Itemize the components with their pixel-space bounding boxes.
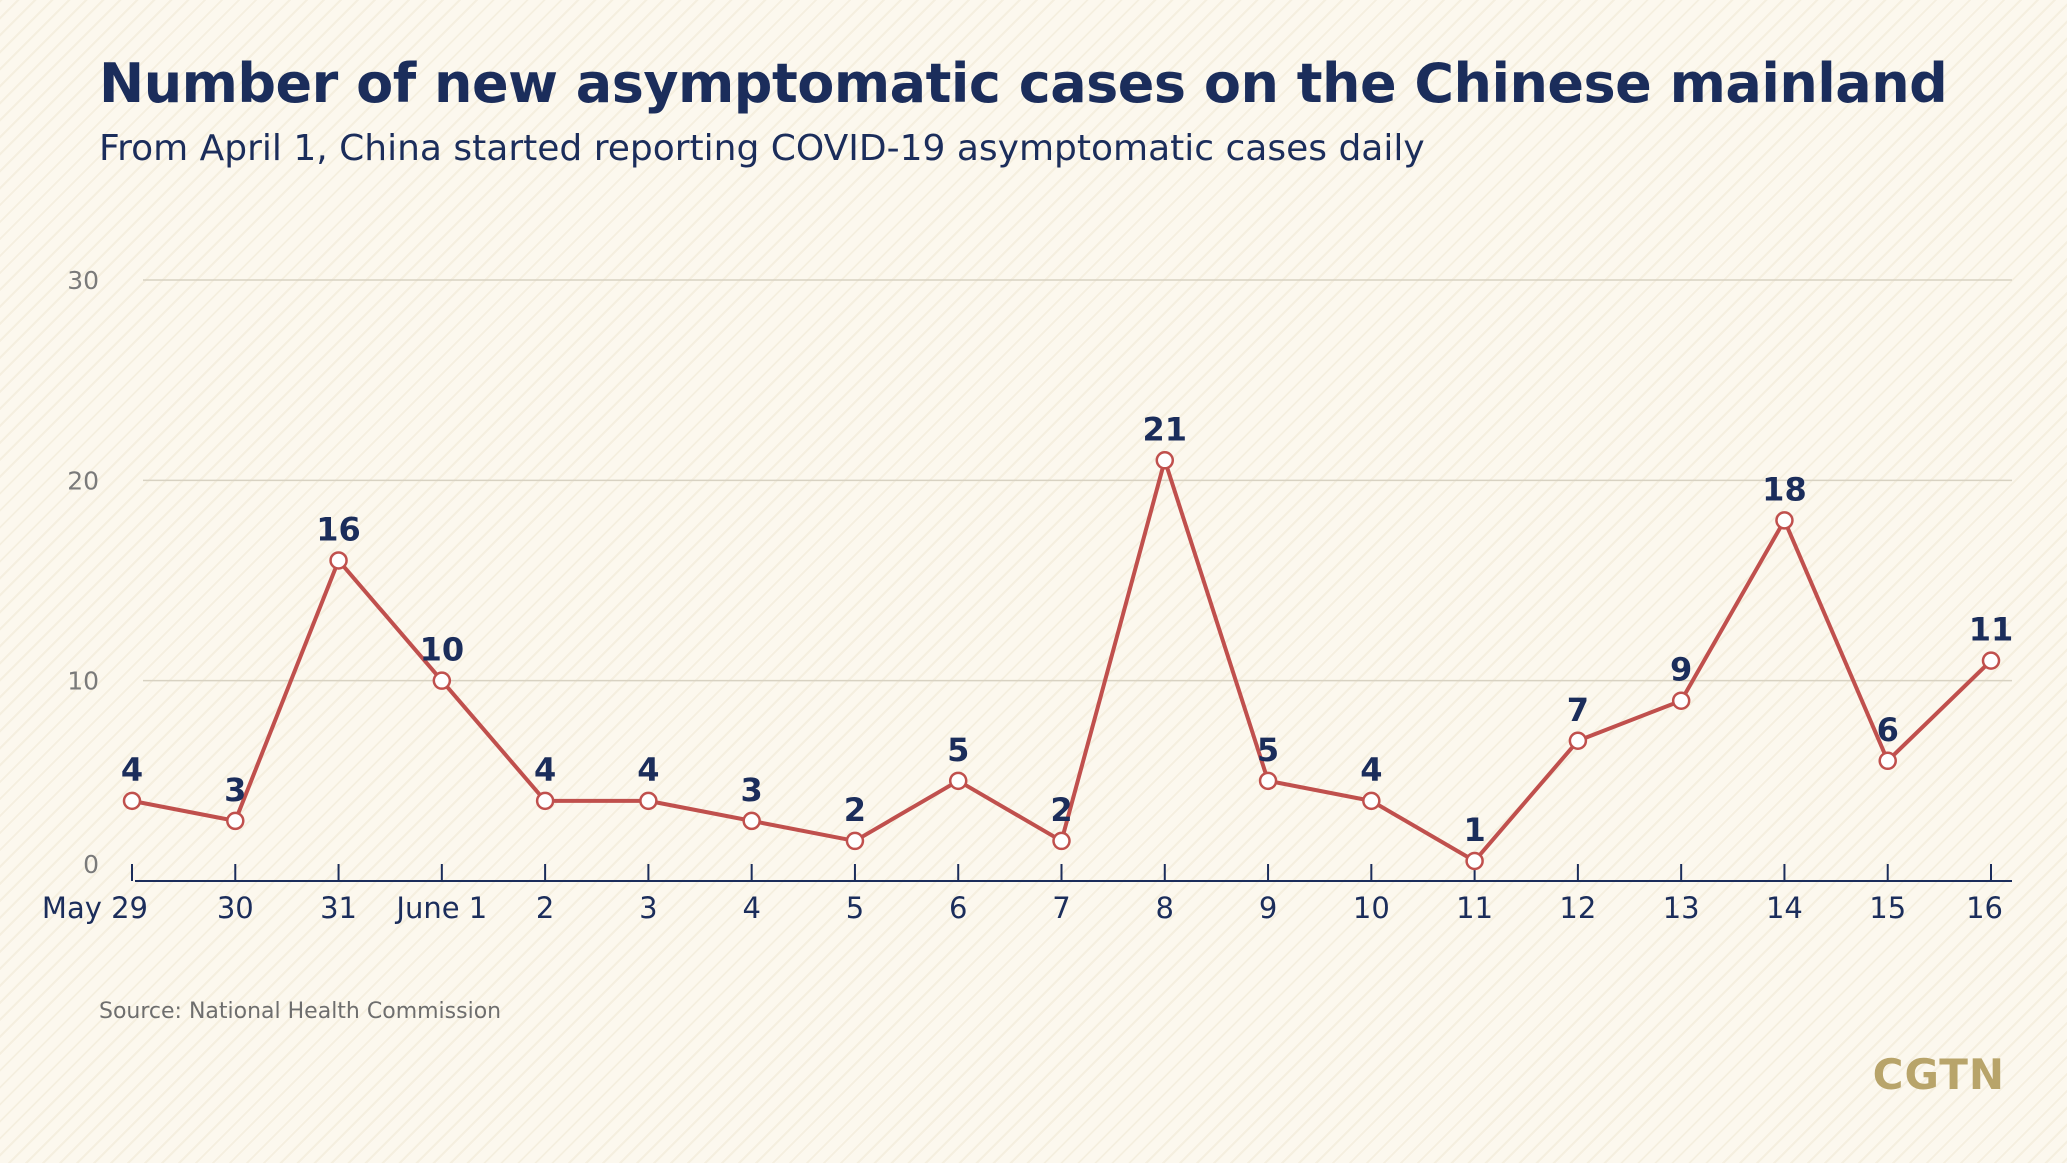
x-tick-label: May 29 bbox=[42, 891, 148, 925]
x-tick-label: 4 bbox=[742, 891, 760, 925]
y-tick-label: 0 bbox=[83, 850, 99, 879]
data-label: 2 bbox=[1050, 791, 1072, 829]
data-label: 10 bbox=[420, 631, 465, 669]
data-label: 4 bbox=[637, 751, 659, 789]
data-label: 7 bbox=[1567, 691, 1589, 729]
data-point bbox=[1981, 651, 2001, 670]
x-tick-label: 3 bbox=[639, 891, 657, 925]
data-label: 5 bbox=[947, 731, 969, 769]
y-tick-label: 30 bbox=[67, 266, 99, 295]
x-tick-label: 12 bbox=[1559, 891, 1596, 925]
data-label: 5 bbox=[1257, 731, 1279, 769]
cgtn-logo: CGTN bbox=[1872, 1050, 2005, 1099]
data-point bbox=[1258, 771, 1278, 791]
x-tick-label: 7 bbox=[1052, 891, 1070, 925]
data-point bbox=[1878, 751, 1897, 771]
data-point bbox=[432, 671, 452, 690]
chart-title: Number of new asymptomatic cases on the … bbox=[99, 52, 1948, 115]
data-point bbox=[1052, 831, 1071, 851]
data-point bbox=[1465, 851, 1484, 871]
data-point bbox=[122, 791, 142, 811]
data-label: 16 bbox=[316, 510, 361, 548]
x-tick-label: 2 bbox=[536, 891, 554, 925]
x-tick-label: 14 bbox=[1766, 891, 1803, 925]
x-tick-label: 10 bbox=[1353, 891, 1390, 925]
data-label: 3 bbox=[224, 771, 246, 809]
data-label: 9 bbox=[1670, 651, 1692, 689]
data-label: 21 bbox=[1143, 410, 1188, 448]
data-label: 4 bbox=[121, 751, 143, 789]
x-tick-label: 11 bbox=[1456, 891, 1493, 925]
x-tick-label: 8 bbox=[1156, 891, 1174, 925]
data-point bbox=[1568, 731, 1588, 751]
x-tick-label: 15 bbox=[1869, 891, 1906, 925]
y-tick-label: 10 bbox=[67, 667, 99, 696]
data-point bbox=[1671, 691, 1691, 710]
data-point bbox=[639, 791, 658, 811]
source-note: Source: National Health Commission bbox=[99, 999, 502, 1024]
x-tick-label: June 1 bbox=[394, 891, 487, 925]
data-point bbox=[226, 811, 245, 831]
data-point bbox=[1155, 451, 1175, 470]
data-point bbox=[845, 831, 865, 851]
data-label: 18 bbox=[1762, 470, 1807, 508]
x-tick-label: 16 bbox=[1966, 891, 2003, 925]
data-point bbox=[742, 811, 761, 831]
x-tick-label: 30 bbox=[217, 891, 254, 925]
data-label: 2 bbox=[844, 791, 866, 829]
data-label: 11 bbox=[1969, 611, 2014, 649]
data-label: 4 bbox=[1360, 751, 1382, 789]
x-tick-label: 13 bbox=[1663, 891, 1700, 925]
x-tick-label: 31 bbox=[320, 891, 357, 925]
data-label: 6 bbox=[1877, 711, 1899, 749]
x-tick-label: 5 bbox=[846, 891, 864, 925]
data-point bbox=[948, 771, 968, 791]
data-point bbox=[1775, 511, 1794, 530]
data-label: 1 bbox=[1463, 811, 1485, 849]
data-label: 3 bbox=[741, 771, 763, 809]
x-tick-label: 9 bbox=[1259, 891, 1277, 925]
data-point bbox=[329, 551, 348, 570]
x-tick-label: 6 bbox=[949, 891, 967, 925]
data-point bbox=[535, 791, 555, 811]
chart-subtitle: From April 1, China started reporting CO… bbox=[99, 128, 1425, 169]
data-point bbox=[1362, 791, 1381, 811]
y-tick-label: 20 bbox=[67, 466, 99, 495]
data-label: 4 bbox=[534, 751, 556, 789]
